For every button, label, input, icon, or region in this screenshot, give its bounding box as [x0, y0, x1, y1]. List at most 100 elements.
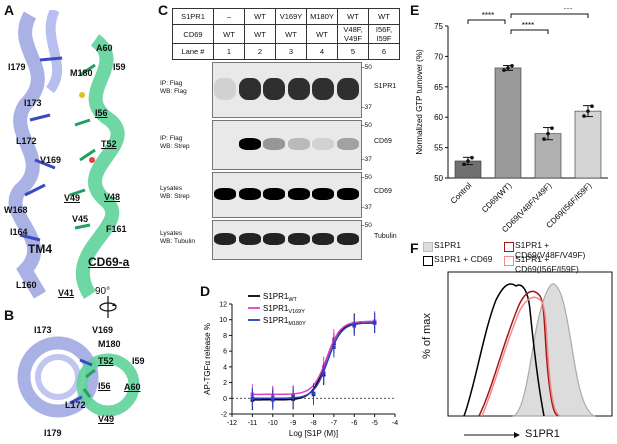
blot-marker: –50: [361, 122, 372, 129]
blot-header-cell: WT: [244, 24, 276, 44]
e-category-label: Control: [449, 181, 474, 206]
blot-header-cell: M180Y: [306, 8, 338, 25]
d-x-tick-label: -7: [331, 420, 337, 427]
blot-band: [238, 138, 261, 150]
blot-band: [263, 138, 285, 150]
blot-left-label: IP: Flag WB: Strep: [160, 135, 190, 150]
e-dot: [462, 162, 466, 167]
label-v45: V45: [72, 214, 89, 224]
b-label-v49: V49: [98, 414, 115, 424]
b-label-v169: V169: [92, 325, 114, 335]
b-label-i56: I56: [98, 381, 111, 391]
d-x-tick-label: -4: [392, 420, 398, 427]
e-dot: [546, 131, 550, 136]
e-bar: [574, 110, 602, 179]
e-dot: [506, 66, 510, 70]
blot-header-cell: V48F, V49F: [337, 24, 369, 44]
d-y-tick-label: 10: [219, 317, 227, 324]
legend-swatch-s1pr1: [423, 242, 433, 252]
flow-xlabel: S1PR1: [525, 428, 560, 440]
d-point: [352, 323, 357, 328]
blot-band: [214, 188, 236, 200]
panel-e-letter: E: [410, 2, 420, 18]
b-label-i173: I173: [34, 325, 52, 335]
blot-band: [336, 138, 359, 150]
e-dot: [542, 137, 546, 141]
blot-left-label: Lysates WB: Strep: [160, 185, 190, 200]
label-i59: I59: [113, 62, 126, 72]
d-y-tick-label: 4: [223, 364, 227, 371]
e-y-tick-label: 60: [434, 113, 443, 122]
d-y-tick-label: 0: [223, 396, 227, 403]
label-cd69a: CD69-a: [88, 255, 130, 269]
e-dot: [510, 63, 514, 68]
e-y-tick-label: 65: [434, 83, 443, 92]
blot-header-cell: WT: [368, 8, 400, 25]
blot-marker: –50: [361, 222, 372, 229]
legend-swatch-cd69: [423, 256, 433, 266]
e-dot: [550, 126, 554, 130]
label-i173: I173: [24, 98, 42, 108]
blot-marker: –50: [361, 64, 372, 71]
label-tm4: TM4: [28, 242, 52, 256]
e-dot: [466, 159, 470, 163]
e-sig-label: ****: [482, 11, 494, 20]
b-label-m180: M180: [98, 339, 121, 349]
blot-band: [214, 78, 236, 100]
blot-marker: –37: [361, 156, 372, 163]
e-y-tick-label: 70: [434, 52, 443, 61]
blot-band: [312, 188, 334, 200]
d-point: [311, 391, 316, 396]
label-t52: T52: [101, 139, 117, 149]
e-dot: [590, 104, 594, 108]
d-point: [321, 371, 326, 375]
label-v169: V169: [40, 155, 62, 165]
blot-band: [263, 233, 285, 245]
label-v48: V48: [104, 192, 121, 202]
blot-left-label: Lysates WB: Tubulin: [160, 230, 196, 245]
label-a60: A60: [96, 43, 113, 53]
blot-left-label: IP: Flag WB: Flag: [160, 80, 187, 95]
e-y-tick-label: 75: [434, 22, 443, 31]
label-m180: M180: [70, 68, 93, 78]
blot-header-cell: WT: [337, 8, 369, 25]
blot-header-cell: V169Y: [275, 8, 307, 25]
gtp-turnover-chart: 50 55 60 65 70 75 Normalized GTP turnover (%) C…: [415, 8, 608, 234]
blot-header-cell: WT: [306, 24, 338, 44]
blot-header-cell: WT: [213, 24, 245, 44]
d-y-label: AP-TGFα release %: [203, 323, 212, 395]
legend-s1pr1: S1PR1: [434, 240, 461, 250]
blot-row-header: S1PR1: [172, 8, 214, 25]
label-v49: V49: [64, 193, 81, 203]
d-point: [332, 345, 336, 350]
blot-band: [214, 233, 236, 245]
d-point: [372, 321, 377, 325]
panel-f-letter: F: [410, 240, 419, 256]
blot-header-cell: –: [213, 8, 245, 25]
blot-band: [336, 78, 359, 100]
panel-a-letter: A: [4, 2, 15, 18]
label-l160: L160: [16, 280, 37, 290]
d-point: [250, 396, 255, 401]
blot-band: [287, 188, 310, 200]
blot-marker: –37: [361, 204, 372, 211]
dose-response-chart: -2 0 2 4 6 8 10 12 -12 -11 -10 -9 -8 -7 -6 -5 -4 Log [S1P…: [203, 292, 398, 438]
d-x-tick-label: -10: [268, 420, 278, 427]
e-y-label: Normalized GTP turnover (%): [415, 49, 424, 155]
blot-band: [287, 138, 310, 150]
legend-swatch-v48f: [504, 242, 514, 252]
blot-right-label: Tubulin: [374, 233, 397, 240]
label-v41: V41: [58, 288, 75, 298]
d-y-tick-label: 2: [223, 380, 227, 387]
panel-d-letter: D: [200, 283, 211, 299]
blot-band: [287, 233, 310, 245]
d-legend-S1PR1M180Y: S1PR1M180Y: [263, 316, 306, 327]
panel-c-letter: C: [158, 2, 169, 18]
rotation-arrow-icon: [99, 296, 117, 318]
blot-band: [312, 78, 334, 100]
e-sig-label: ***: [563, 8, 572, 14]
b-label-i59: I59: [132, 356, 145, 366]
label-i56: I56: [95, 108, 108, 118]
blot-header-table: S1PR1– WT V169Y M180Y WT WT CD69 WT WT WT WT V48F, V…: [172, 8, 400, 60]
label-i164: I164: [10, 227, 28, 237]
